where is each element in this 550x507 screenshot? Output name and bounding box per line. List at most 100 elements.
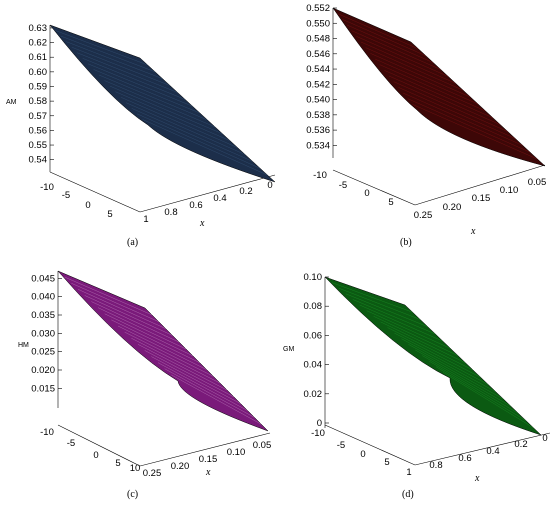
z-tick-label: 0.59 [29, 81, 48, 92]
x-tick-label: 0.15 [472, 193, 491, 204]
depth-axis-line [332, 169, 416, 206]
surface-mesh-line [115, 91, 231, 141]
surface-mesh-line [388, 75, 501, 125]
x-tick-label: 0.6 [458, 453, 471, 464]
surface-mesh-line [126, 102, 246, 155]
chart-panel-d: 0.10 0.08 0.06 0.04 0.02 0 -10 -5 0 5 1 0.8 0.6 0.4 0.… [275, 253, 550, 507]
z-axis-label: GM [283, 346, 294, 353]
z-tick-label: 0.08 [304, 301, 323, 312]
x-axis-label: x [474, 473, 480, 484]
x-tick-label: 1 [143, 214, 148, 225]
x-axis-line [139, 432, 271, 467]
surface-plot-a: 0.630.620.610.600.590.580.570.560.550.54… [6, 23, 276, 229]
surface-mesh-line [111, 319, 200, 363]
x-tick-label: 0.2 [514, 439, 527, 450]
surface-mesh-line [117, 325, 207, 370]
depth-tick-label: 0 [85, 200, 90, 211]
surface-mesh-line [442, 372, 534, 428]
z-tick-label: 0.04 [304, 360, 323, 371]
panel-caption: (a) [127, 237, 139, 248]
surface-mesh-line [380, 321, 466, 363]
depth-tick-label: 5 [384, 457, 389, 468]
x-tick-label: 0 [267, 180, 272, 191]
x-tick-label: 0.4 [213, 193, 226, 204]
surface-mesh-line [124, 331, 214, 377]
x-tick-label: 0.15 [199, 454, 218, 465]
depth-tick-label: 10 [130, 463, 141, 474]
z-tick-label: 0.550 [306, 18, 330, 29]
z-tick-label: 0.538 [306, 110, 330, 121]
z-tick-label: 0.534 [306, 140, 330, 151]
x-axis-label: x [470, 226, 476, 237]
x-axis-label: x [205, 467, 211, 478]
z-tick-label: 0.030 [31, 328, 55, 339]
z-tick-label: 0.045 [31, 273, 55, 284]
surface-mesh-line [131, 338, 221, 384]
depth-tick-label: 0 [364, 188, 369, 199]
x-tick-label: 0.10 [500, 185, 519, 196]
depth-axis-line [49, 171, 141, 213]
depth-tick-label: 5 [388, 197, 393, 208]
surface-mesh-line [352, 299, 436, 335]
surface-mesh-line [407, 98, 531, 153]
surface-plot-b: 0.552 0.550 0.548 0.546 0.544 0.542 0.540 0.538… [306, 3, 546, 237]
x-tick-label: 0.20 [171, 461, 190, 472]
surface-mesh-line [60, 35, 156, 72]
z-tick-label: 0.02 [304, 389, 323, 400]
z-tick-label: 0.57 [29, 111, 48, 122]
surface-mesh-line [142, 119, 268, 176]
surface-mesh-line [370, 53, 471, 98]
surface-mesh-line [151, 356, 241, 404]
surface-mesh-line [171, 374, 262, 425]
z-tick-label: 0.542 [306, 79, 330, 90]
surface-patch [324, 276, 542, 436]
surface-mesh-line [82, 58, 186, 100]
depth-axis-line [57, 424, 141, 467]
x-tick-label: 0.05 [253, 440, 272, 451]
surface-mesh-line [345, 293, 428, 327]
surface-mesh-line [360, 41, 456, 84]
surface-mesh-line [93, 69, 201, 114]
surface-mesh-line [84, 295, 173, 336]
surface-mesh-line [359, 304, 443, 342]
x-tick-label: 0.25 [414, 210, 433, 221]
depth-tick-label: 0 [93, 450, 98, 461]
surface-mesh-line [379, 64, 486, 112]
z-tick-label: 0.025 [31, 347, 55, 358]
surface-mesh-line [131, 108, 253, 162]
depth-tick-label: 5 [115, 458, 120, 469]
surface-mesh-line [387, 327, 474, 371]
z-tick-label: 0.55 [29, 140, 48, 151]
z-axis-label: AM [6, 99, 17, 106]
surface-mesh-line [157, 362, 248, 411]
z-tick-label: 0.548 [306, 34, 330, 45]
surface-mesh-line [346, 24, 434, 63]
x-tick-label: 0.4 [486, 446, 499, 457]
surface-mesh-line [384, 70, 493, 118]
z-tick-label: 0 [317, 418, 322, 429]
z-tick-label: 0.544 [306, 64, 330, 75]
surface-mesh-line [144, 350, 234, 398]
surface-mesh-line [393, 81, 508, 132]
z-tick-label: 0.62 [29, 38, 48, 49]
depth-tick-label: -10 [313, 170, 327, 181]
z-tick-label: 0.552 [306, 3, 330, 14]
x-tick-label: 0.8 [429, 460, 442, 471]
surface-mesh-line [408, 344, 496, 392]
x-tick-label: 0.10 [227, 447, 246, 458]
surface-mesh-line [338, 288, 421, 320]
x-axis-line [414, 432, 550, 466]
surface-mesh-line [402, 92, 523, 146]
depth-tick-label: 0 [360, 449, 365, 460]
z-tick-label: 0.54 [29, 155, 48, 166]
x-tick-label: 0.8 [164, 207, 177, 218]
surface-patch [57, 270, 269, 432]
x-tick-label: 0 [542, 433, 547, 444]
surface-mesh-line [164, 368, 255, 418]
surface-mesh-line [373, 316, 458, 356]
x-tick-label: 0.20 [443, 202, 462, 213]
surface-mesh-line [137, 344, 228, 391]
surface-mesh-line [120, 97, 238, 148]
z-tick-label: 0.63 [29, 23, 48, 34]
surface-mesh-line [104, 313, 193, 357]
